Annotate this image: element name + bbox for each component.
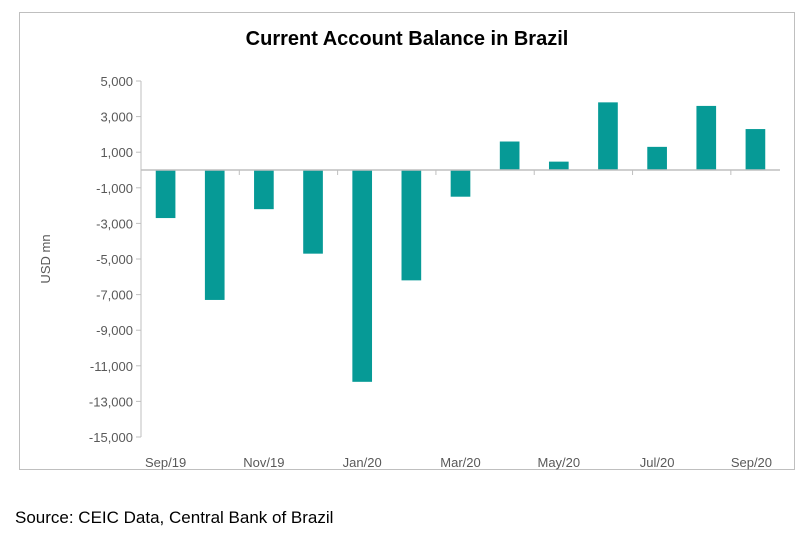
y-tick-label: -3,000 <box>96 216 133 231</box>
bar-apr-20 <box>499 141 520 170</box>
y-tick-label: 3,000 <box>100 110 133 125</box>
x-tick-label: Sep/19 <box>145 455 186 470</box>
x-tick-label: Sep/20 <box>731 455 772 470</box>
bar-sep-19 <box>155 170 176 219</box>
x-tick-label: Mar/20 <box>440 455 480 470</box>
chart-frame <box>19 12 795 470</box>
x-tick-label: May/20 <box>537 455 580 470</box>
x-tick-label: Nov/19 <box>243 455 284 470</box>
bar-oct-19 <box>204 170 225 300</box>
chart-title: Current Account Balance in Brazil <box>245 28 569 50</box>
bar-aug-20 <box>696 105 717 170</box>
y-tick-label: -13,000 <box>89 394 133 409</box>
source-note: Source: CEIC Data, Central Bank of Brazi… <box>15 508 334 527</box>
y-tick-label: 5,000 <box>100 74 133 89</box>
x-tick-label: Jul/20 <box>640 455 675 470</box>
bar-feb-20 <box>401 170 422 281</box>
bar-jan-20 <box>352 170 373 382</box>
y-tick-label: -15,000 <box>89 430 133 445</box>
y-tick-label: 1,000 <box>100 145 133 160</box>
bar-mar-20 <box>450 170 471 197</box>
y-tick-label: -1,000 <box>96 181 133 196</box>
bar-jul-20 <box>647 146 667 170</box>
bar-may-20 <box>548 161 569 170</box>
y-tick-label: -5,000 <box>96 252 133 267</box>
bar-jun-20 <box>598 102 618 170</box>
bar-sep-20 <box>745 129 766 170</box>
x-tick-label: Jan/20 <box>343 455 382 470</box>
y-tick-label: -11,000 <box>90 359 133 374</box>
bar-nov-19 <box>254 170 274 210</box>
y-tick-label: -7,000 <box>96 288 133 303</box>
y-tick-label: -9,000 <box>96 323 133 338</box>
bar-dec-19 <box>303 170 323 254</box>
y-axis-label: USD mn <box>38 234 53 283</box>
